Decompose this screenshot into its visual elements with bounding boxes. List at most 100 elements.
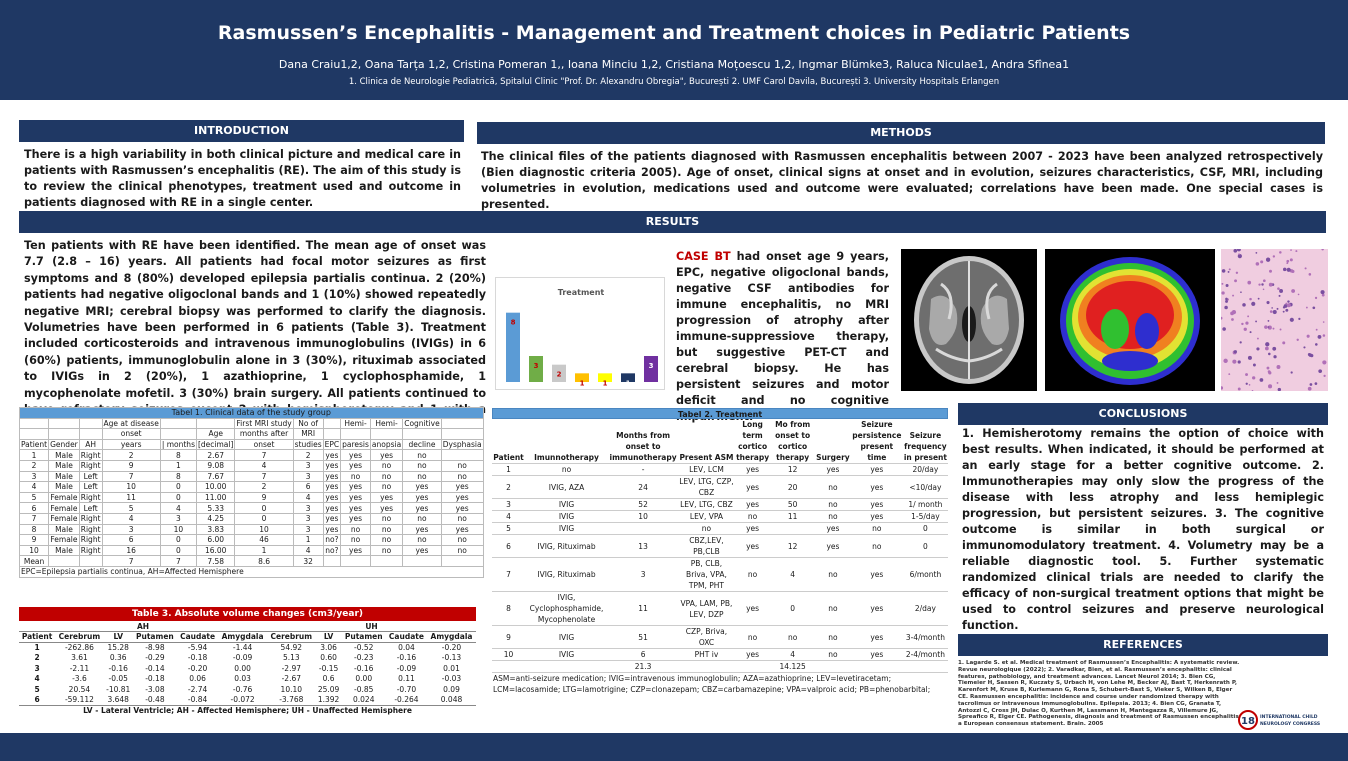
table-2-cell: 10 — [492, 648, 525, 661]
table-2-cell: yes — [814, 534, 851, 558]
table-1-cell: Right — [78, 523, 103, 536]
table-1-cell: no — [369, 481, 404, 493]
table-1-cell: yes — [440, 502, 484, 514]
table-1-cell: 11 — [101, 491, 161, 504]
table-2-cell: 0 — [902, 534, 948, 558]
table-2-cell: no — [814, 625, 851, 649]
table-3-cell: 0.00 — [234, 663, 251, 673]
table-1-cell — [159, 428, 197, 440]
table-2-row: 7 IVIG, Rituximab 3 PB, CLB, Briva, VPA, TP… — [492, 557, 948, 592]
table-3-cell: -0.09 — [396, 663, 417, 673]
table-2-header-cell: Long term cortico therapy — [734, 419, 771, 464]
table-3-cell: -0.16 — [108, 663, 128, 673]
table-1-cell: yes — [402, 544, 442, 557]
table-2-row: 5 IVIG no yes yes no 0 — [492, 522, 948, 535]
table-1-cell: yes — [369, 449, 404, 461]
table-1-cell: Age — [195, 428, 236, 440]
table-2-cell: 0 — [770, 591, 815, 626]
table-1-cell: 9 — [234, 491, 294, 504]
table-1-cell: Right — [78, 512, 103, 525]
table-1-cell: yes — [440, 481, 484, 493]
table-1-row: 8 Male Right 3 10 3.83 10 3 yes no no yes yes — [18, 523, 484, 536]
table-2-cell: yes — [734, 522, 771, 535]
table-3-cell: -0.85 — [354, 684, 374, 694]
authors: Dana Craiu1,2, Oana Tarța 1,2, Cristina … — [278, 58, 1070, 71]
table-1-cell: 2.67 — [195, 449, 236, 461]
table-2-cell: CBZ,LEV, PB,CLB — [678, 534, 735, 558]
table-1-cell: 16.00 — [195, 544, 236, 557]
table-1-header-row: Age at disease First MRI study No of Hemi- H… — [18, 417, 484, 430]
table-1-cell: Right — [78, 534, 103, 546]
table-2-cell: IVIG, AZA — [524, 475, 609, 499]
table-2-cell: 8 — [492, 591, 525, 626]
table-3-cell: -0.20 — [441, 643, 462, 652]
table-2-header-cell: Present ASM — [678, 419, 735, 464]
table-1-cell: no — [369, 470, 404, 483]
table-3-cell: 0.01 — [443, 663, 460, 673]
table-2-cell: no — [734, 625, 771, 649]
table-3-header-cell: Cerebrum — [267, 631, 316, 643]
table-1-cell — [48, 555, 80, 567]
table-2-cell: - — [608, 463, 679, 476]
table-3-cell: -0.03 — [441, 674, 462, 684]
table-1-cell: no? — [322, 534, 342, 546]
table-1-cell: no — [402, 459, 442, 472]
table-2-cell: CZP, Briva, OXC — [678, 625, 735, 649]
table-1-cell: no — [440, 534, 484, 546]
table-2-cell: 6/month — [902, 557, 948, 592]
table-1-header-row: onset Age months after MRI — [18, 428, 484, 440]
svg-text:INTERNATIONAL CHILD: INTERNATIONAL CHILD — [1260, 714, 1318, 720]
table-1-cell — [48, 428, 80, 440]
table-1-cell: 1 — [234, 544, 294, 557]
table-2-cell: 20 — [770, 475, 815, 499]
table-2-cell: 11 — [770, 510, 815, 523]
table-2-cell: yes — [734, 648, 771, 661]
table-3-cell: 0.6 — [322, 674, 335, 684]
table-1-cell: years — [101, 438, 161, 451]
table-2-treatment: Patient Imunnotherapy Months from onset to… — [492, 419, 948, 695]
table-1-cell: no? — [322, 544, 342, 557]
table-1-cell: yes — [322, 523, 342, 536]
table-2-header-cell: Surgery — [814, 419, 851, 464]
table-2-cell: 12 — [770, 534, 815, 558]
table-3-cell: -0.264 — [394, 695, 419, 704]
table-1-row: 7 Female Right 4 3 4.25 0 3 yes yes no no no — [18, 512, 484, 525]
table-1-cell: Male — [48, 523, 80, 536]
table-1-cell: 3 — [292, 470, 324, 483]
table-1-cell: 7 — [101, 555, 161, 567]
table-2-cell: 4 — [770, 557, 815, 592]
table-3-cell: 4 — [34, 674, 40, 684]
table-1-cell: 4 — [18, 481, 50, 493]
table-2-cell: 20/day — [902, 463, 948, 476]
table-3-cell: -0.84 — [187, 695, 208, 704]
table-2-cell: yes — [814, 463, 851, 476]
table-3-header-cell: Cerebrum — [55, 631, 104, 643]
table-2-cell: yes — [850, 463, 903, 476]
table-2-cell: no — [814, 591, 851, 626]
table-3-cell: -0.13 — [441, 653, 462, 663]
table-1-cell — [78, 555, 103, 567]
table-3-cell: -0.16 — [354, 663, 374, 673]
table-1-row: 6 Female Left 5 4 5.33 0 3 yes yes yes yes yes — [18, 502, 484, 514]
table-3-cell: -0.18 — [187, 653, 208, 663]
table-2-cell: yes — [850, 557, 903, 592]
table-1-row: 4 Male Left 10 0 10.00 2 6 yes yes no yes yes — [18, 481, 484, 493]
table-1-cell: 8 — [159, 470, 197, 483]
table-2-row: 8 IVIG, Cyclophosphamide, Mycophenolate 11… — [492, 591, 948, 626]
table-2-cell: 13 — [608, 534, 679, 558]
table-2-cell: IVIG — [524, 648, 609, 661]
table-1-cell: yes — [340, 491, 371, 504]
table-1-cell: Male — [48, 459, 80, 472]
table-3-cell: -0.52 — [354, 643, 374, 652]
table-3-cell: -3.768 — [279, 695, 304, 704]
case-text: CASE BT had onset age 9 years, EPC, nega… — [676, 249, 889, 425]
table-2-cell: yes — [734, 475, 771, 499]
table-1-cell: 9 — [101, 459, 161, 472]
table-1-cell: no — [340, 534, 371, 546]
table-1-cell: yes — [340, 459, 371, 472]
table-3-row: 1 -262.86 15.28 -8.98 -5.94 -1.44 54.92 3.06 -0.… — [19, 642, 476, 653]
table-1-cell — [48, 417, 80, 430]
table-3-cell: -0.20 — [187, 663, 208, 673]
table-1-cell: no — [340, 523, 371, 536]
table-2-cell: yes — [850, 625, 903, 649]
